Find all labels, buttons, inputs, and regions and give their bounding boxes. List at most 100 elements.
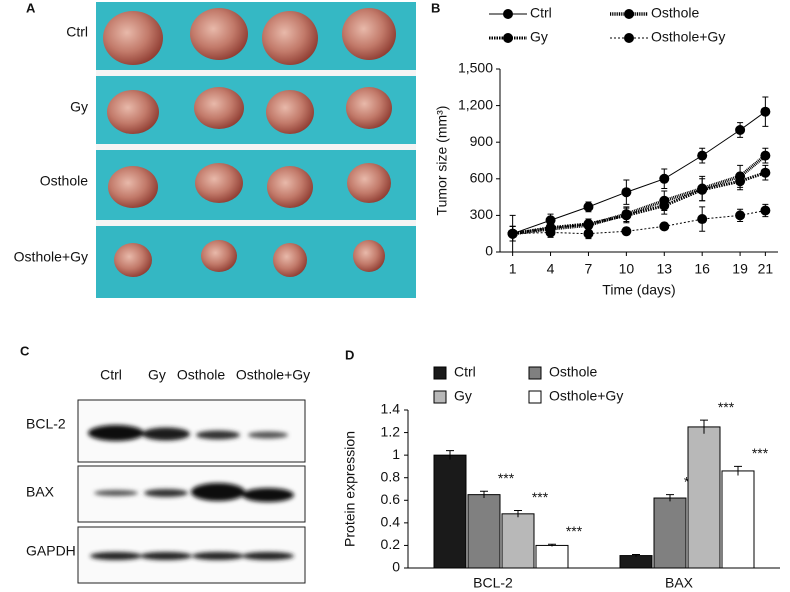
point	[760, 205, 771, 216]
x-tick-label: 1	[509, 261, 517, 277]
tumor	[114, 243, 152, 277]
tumor	[267, 166, 313, 208]
tumor	[107, 90, 159, 134]
x-tick-label: 19	[732, 261, 748, 277]
legend-label: Gy	[454, 388, 472, 404]
tumor	[103, 11, 163, 65]
point	[659, 195, 670, 206]
y-tick-label: 0.2	[381, 536, 401, 552]
legend-swatch	[528, 390, 542, 404]
point	[760, 167, 771, 178]
legend-marker	[624, 33, 634, 43]
tumor	[262, 11, 318, 65]
legend-label: Osthole+Gy	[651, 29, 725, 45]
legend-marker	[503, 33, 513, 43]
point	[507, 228, 518, 239]
lane-label: Osthole	[177, 367, 225, 383]
bar	[433, 454, 467, 569]
significance: ***	[718, 399, 735, 415]
x-axis-label: Time (days)	[602, 282, 675, 298]
y-tick-label: 300	[470, 206, 494, 222]
tumor	[108, 166, 158, 208]
bar	[721, 470, 755, 569]
row-label: Osthole	[40, 173, 88, 189]
y-axis-label: Protein expression	[342, 431, 358, 547]
point	[621, 187, 632, 198]
y-tick-label: 1,500	[458, 60, 493, 76]
tumor	[346, 87, 392, 129]
legend-label: Ctrl	[530, 5, 552, 21]
legend-swatch	[433, 366, 447, 380]
bar	[687, 426, 721, 569]
legend-marker	[624, 9, 634, 19]
series-line	[512, 154, 767, 236]
series-line	[512, 210, 766, 235]
point	[735, 125, 746, 135]
x-tick-label: 13	[656, 261, 672, 277]
point	[583, 201, 594, 212]
band	[94, 490, 138, 496]
point	[760, 150, 771, 161]
x-tick-label: 7	[585, 261, 593, 277]
x-tick-label: 4	[547, 261, 555, 277]
y-tick-label: 1,200	[458, 96, 493, 112]
y-tick-label: 1.4	[381, 401, 401, 417]
point	[583, 220, 594, 231]
bar	[501, 513, 535, 569]
significance: ***	[532, 489, 549, 505]
point	[697, 183, 708, 194]
band	[196, 430, 240, 440]
band	[90, 552, 142, 560]
band	[144, 489, 188, 497]
y-tick-label: 1	[392, 446, 400, 462]
y-tick-label: 0	[485, 243, 493, 259]
tumor	[353, 240, 385, 272]
blot-row-label: BCL-2	[26, 416, 66, 432]
tumor	[194, 87, 244, 129]
point	[659, 221, 670, 232]
band	[248, 431, 288, 439]
y-tick-label: 0.4	[381, 514, 401, 530]
tumor	[195, 163, 243, 203]
error-bar	[514, 509, 522, 518]
point	[621, 209, 632, 220]
band	[142, 427, 190, 441]
blot	[77, 399, 306, 584]
bar	[535, 544, 569, 569]
significance: ***	[498, 470, 515, 486]
y-tick-label: 600	[470, 170, 494, 186]
point	[760, 106, 771, 117]
y-axis-label: Tumor size (mm³)	[434, 106, 450, 216]
tumor	[201, 240, 237, 272]
significance: ***	[752, 445, 769, 461]
y-tick-label: 0	[392, 559, 400, 575]
x-tick-label: BCL-2	[473, 575, 513, 591]
point	[735, 171, 746, 182]
band	[191, 483, 245, 501]
point	[697, 214, 708, 225]
legend-swatch	[528, 366, 542, 380]
error-bar	[632, 553, 640, 557]
x-tick-label: 16	[694, 261, 710, 277]
series-line	[512, 111, 766, 235]
point	[659, 173, 670, 184]
point	[697, 150, 708, 161]
band	[88, 425, 144, 441]
x-tick-label: 10	[619, 261, 635, 277]
legend-label: Osthole	[651, 5, 699, 21]
y-tick-label: 0.6	[381, 491, 401, 507]
point	[583, 228, 594, 239]
legend-label: Ctrl	[454, 364, 476, 380]
x-tick-label: BAX	[665, 575, 694, 591]
error-bar	[480, 490, 488, 499]
point	[735, 210, 746, 221]
series-line	[512, 171, 766, 236]
tumor	[266, 90, 314, 134]
y-tick-label: 0.8	[381, 468, 401, 484]
tumor	[347, 163, 391, 203]
row-label: Gy	[70, 99, 88, 115]
lane-label: Ctrl	[100, 367, 122, 383]
row-label: Ctrl	[66, 24, 88, 40]
legend-marker	[503, 9, 513, 19]
